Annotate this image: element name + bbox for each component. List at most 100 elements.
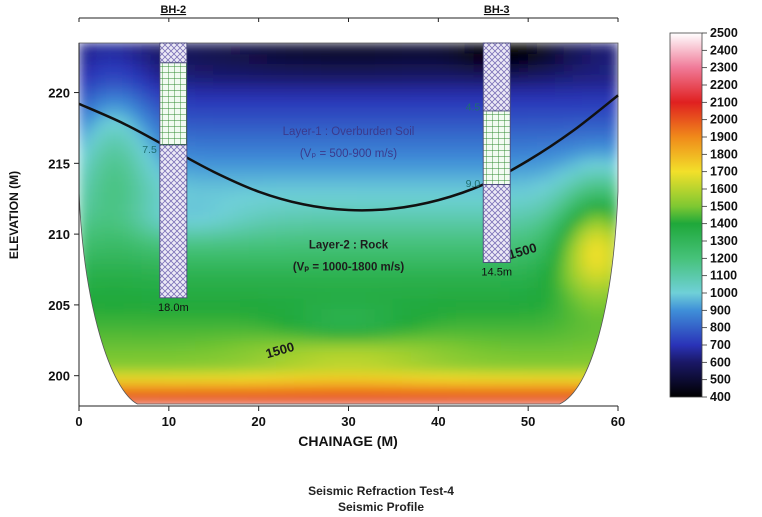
velocity-cell [312, 106, 323, 118]
velocity-cell [599, 127, 610, 140]
velocity-cell [527, 297, 538, 309]
velocity-cell [168, 339, 179, 352]
velocity-cell [330, 392, 341, 404]
velocity-cell [437, 106, 448, 118]
velocity-cell [213, 201, 224, 214]
velocity-cell [330, 318, 341, 331]
velocity-cell [150, 180, 161, 193]
velocity-cell [114, 53, 125, 65]
velocity-cell [608, 318, 618, 331]
velocity-cell [374, 361, 385, 373]
velocity-cell [410, 84, 421, 97]
velocity-cell [150, 74, 161, 86]
velocity-cell [339, 233, 349, 246]
velocity-cell [204, 127, 215, 140]
velocity-cell [500, 371, 511, 384]
velocity-cell [383, 254, 394, 267]
velocity-cell [303, 339, 314, 352]
velocity-cell [240, 329, 251, 341]
velocity-cell [464, 244, 475, 256]
velocity-cell [195, 169, 206, 182]
velocity-cell [249, 53, 260, 65]
velocity-cell [491, 297, 502, 309]
y-tick-label: 215 [48, 156, 70, 171]
velocity-cell [303, 233, 314, 246]
velocity-cell [96, 148, 107, 161]
velocity-cell [374, 84, 385, 97]
velocity-cell [536, 106, 547, 118]
velocity-cell [312, 318, 323, 331]
velocity-cell [150, 382, 161, 394]
velocity-cell [401, 138, 412, 150]
velocity-cell [132, 159, 143, 171]
velocity-cell [276, 382, 287, 394]
velocity-cell [177, 350, 188, 363]
velocity-cell [249, 392, 260, 404]
velocity-cell [365, 329, 376, 341]
velocity-cell [267, 223, 278, 235]
velocity-cell [419, 318, 430, 331]
velocity-cell [464, 138, 475, 150]
velocity-cell [204, 392, 215, 404]
velocity-cell [312, 191, 323, 203]
velocity-cell [330, 180, 341, 193]
velocity-cell [79, 148, 89, 161]
velocity-cell [545, 180, 556, 193]
velocity-cell [168, 361, 179, 373]
velocity-cell [419, 307, 430, 320]
velocity-cell [276, 180, 287, 193]
velocity-cell [213, 276, 224, 288]
velocity-cell [518, 106, 529, 118]
velocity-cell [545, 159, 556, 171]
velocity-cell [114, 350, 125, 363]
velocity-cell [455, 180, 466, 193]
velocity-cell [123, 361, 134, 373]
velocity-cell [545, 244, 556, 256]
velocity-cell [365, 339, 376, 352]
velocity-cell [410, 106, 421, 118]
velocity-cell [330, 74, 341, 86]
velocity-cell [258, 286, 269, 299]
velocity-cell [419, 329, 430, 341]
velocity-cell [123, 350, 134, 363]
velocity-cell [455, 371, 466, 384]
velocity-cell [249, 138, 260, 150]
velocity-cell [87, 74, 98, 86]
velocity-cell [374, 297, 385, 309]
velocity-cell [348, 169, 358, 182]
velocity-cell [599, 233, 610, 246]
velocity-cell [231, 95, 242, 108]
velocity-cell [545, 116, 556, 129]
velocity-cell [545, 276, 556, 288]
velocity-cell [141, 244, 152, 256]
velocity-cell [87, 127, 98, 140]
velocity-cell [437, 307, 448, 320]
velocity-cell [392, 74, 403, 86]
velocity-cell [240, 63, 251, 76]
velocity-cell [392, 233, 403, 246]
velocity-cell [401, 329, 412, 341]
borehole-name: BH-3 [484, 4, 510, 16]
velocity-cell [330, 339, 341, 352]
velocity-cell [132, 148, 143, 161]
velocity-cell [356, 350, 367, 363]
velocity-cell [249, 169, 260, 182]
velocity-cell [572, 318, 583, 331]
velocity-cell [141, 116, 152, 129]
velocity-cell [276, 350, 287, 363]
velocity-cell [79, 350, 89, 363]
velocity-cell [410, 148, 421, 161]
velocity-cell [186, 43, 197, 55]
velocity-cell [159, 382, 170, 394]
velocity-cell [491, 392, 502, 404]
velocity-cell [500, 329, 511, 341]
y-tick-label: 210 [48, 227, 70, 242]
velocity-cell [464, 63, 475, 76]
velocity-cell [312, 339, 323, 352]
velocity-cell [401, 212, 412, 224]
velocity-cell [527, 307, 538, 320]
velocity-cell [249, 318, 260, 331]
velocity-cell [383, 339, 394, 352]
x-tick-label: 40 [431, 414, 445, 429]
